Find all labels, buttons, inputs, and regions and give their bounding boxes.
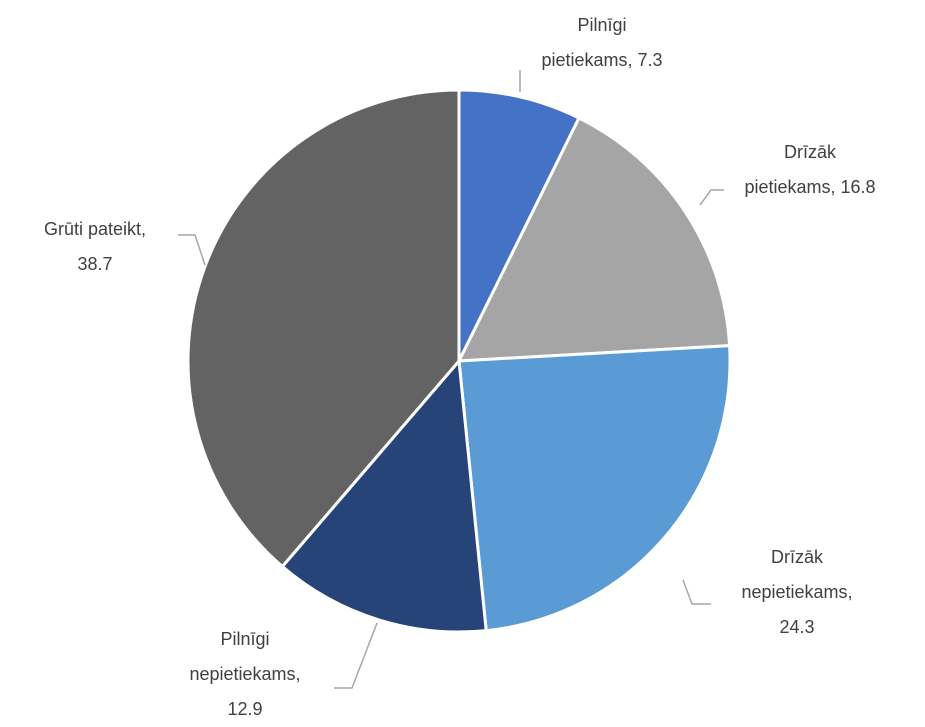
pie-slice (457, 344, 732, 633)
label-separator: , (141, 219, 147, 239)
label-category: Pilnīgi nepietiekams (189, 629, 296, 684)
label-value: 24.3 (779, 617, 815, 637)
label-separator: , (847, 582, 853, 602)
data-label: Drīzāk nepietiekams, 24.3 (732, 540, 862, 645)
leader-line (682, 579, 711, 605)
label-category: Drīzāk nepietiekams (741, 547, 848, 602)
leader-line (334, 622, 378, 689)
label-value-group: , (830, 177, 840, 197)
leader-line (699, 189, 724, 206)
label-value: 12.9 (227, 699, 263, 719)
pie-slice (457, 88, 581, 363)
pie-slice (186, 88, 461, 569)
label-category: Grūti pateikt (43, 219, 142, 239)
label-category: Pilnīgi pietiekams (541, 15, 628, 70)
label-value: 38.7 (77, 254, 113, 274)
leader-lines (178, 70, 724, 689)
label-separator: , (295, 664, 301, 684)
label-value-group: , (296, 664, 301, 684)
leader-line (178, 234, 206, 266)
label-value-group: , (628, 50, 638, 70)
label-value-group: , (141, 219, 146, 239)
label-separator: , (627, 50, 638, 70)
label-value-group: , (848, 582, 853, 602)
data-label: Grūti pateikt, 38.7 (38, 212, 153, 282)
pie-slice (280, 359, 488, 634)
data-label: Pilnīgi nepietiekams, 12.9 (180, 622, 310, 727)
data-label: Pilnīgi pietiekams, 7.3 (535, 8, 670, 78)
pie-slice (457, 116, 732, 363)
data-label: Drīzāk pietiekams, 16.8 (739, 135, 881, 205)
slices (186, 88, 732, 634)
label-value: 16.8 (840, 177, 876, 197)
label-separator: , (830, 177, 841, 197)
label-value: 7.3 (637, 50, 663, 70)
label-category: Drīzāk pietiekams (744, 142, 836, 197)
